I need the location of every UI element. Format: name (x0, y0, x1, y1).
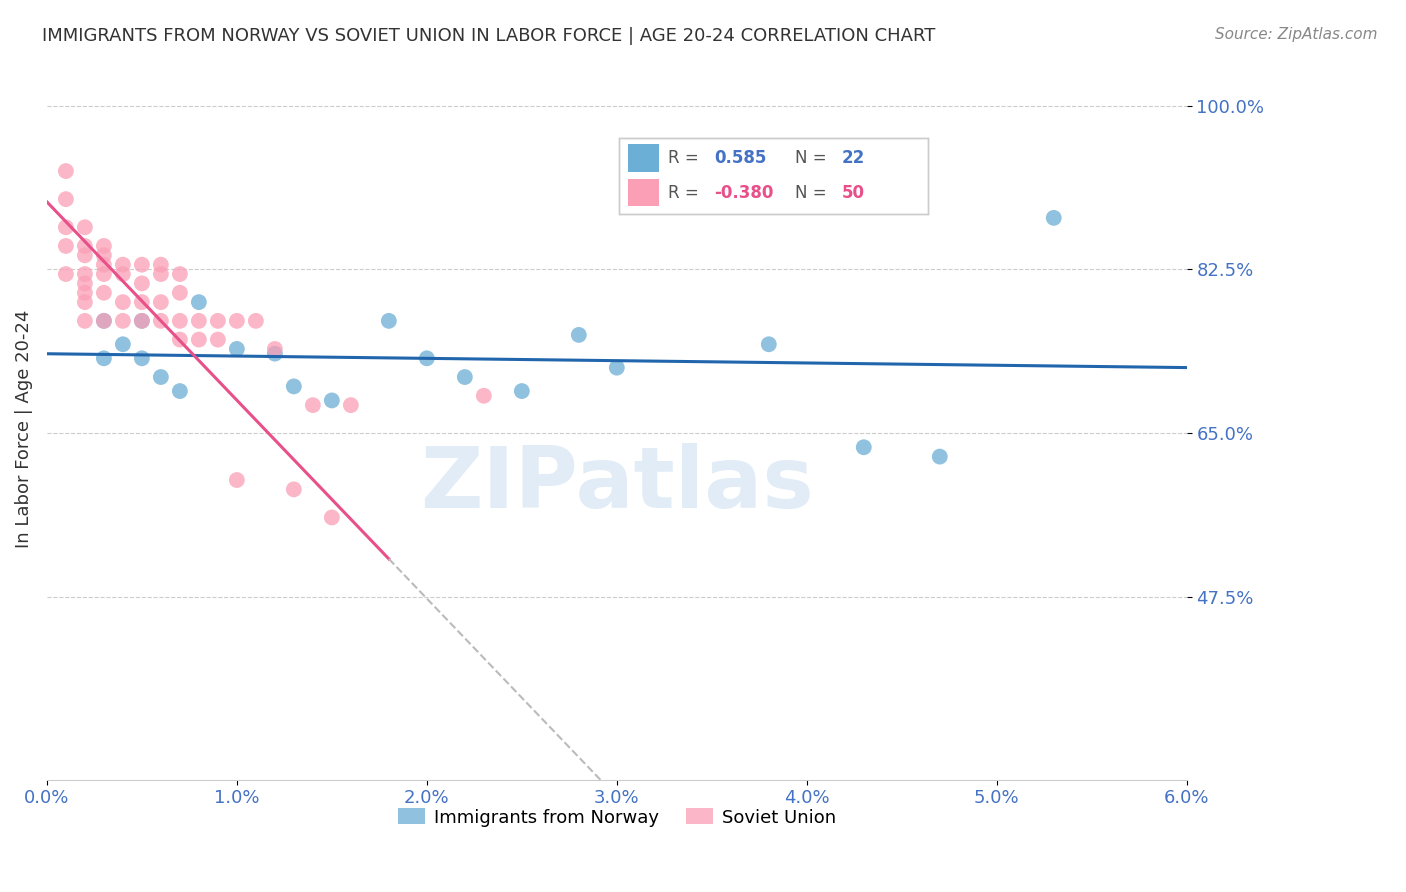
Point (245, 314, 267, 328)
Text: IMMIGRANTS FROM NORWAY VS SOVIET UNION IN LABOR FORCE | AGE 20-24 CORRELATION CH: IMMIGRANTS FROM NORWAY VS SOVIET UNION I… (42, 27, 935, 45)
Point (93, 285, 115, 300)
Point (131, 314, 153, 328)
Point (187, 333, 209, 347)
Point (187, 314, 209, 328)
Point (454, 370, 477, 384)
Point (93, 258, 115, 272)
Point (111, 295, 134, 310)
Text: -0.380: -0.380 (714, 184, 773, 202)
Point (321, 393, 343, 408)
Y-axis label: In Labor Force | Age 20-24: In Labor Force | Age 20-24 (15, 310, 32, 548)
Point (93, 267, 115, 281)
Point (169, 333, 191, 347)
Point (73, 220, 96, 235)
Point (55, 267, 77, 281)
Point (131, 314, 153, 328)
Point (302, 398, 325, 412)
Point (131, 295, 153, 310)
Point (55, 164, 77, 178)
Point (321, 510, 343, 524)
Point (73, 239, 96, 253)
Point (73, 295, 96, 310)
Text: N =: N = (794, 149, 832, 167)
Point (1042, 211, 1064, 225)
Point (131, 258, 153, 272)
Text: N =: N = (794, 184, 832, 202)
Point (149, 295, 172, 310)
Point (73, 285, 96, 300)
Point (510, 384, 533, 398)
Point (928, 450, 950, 464)
Point (169, 267, 191, 281)
Bar (628, 179, 659, 207)
Point (55, 239, 77, 253)
Text: Source: ZipAtlas.com: Source: ZipAtlas.com (1215, 27, 1378, 42)
Point (111, 337, 134, 351)
Point (131, 277, 153, 291)
Point (111, 267, 134, 281)
Point (852, 440, 875, 454)
Point (73, 314, 96, 328)
Point (568, 327, 591, 342)
Text: 50: 50 (841, 184, 865, 202)
Point (149, 267, 172, 281)
Point (93, 314, 115, 328)
Point (93, 314, 115, 328)
Point (187, 295, 209, 310)
Point (225, 314, 247, 328)
Text: ZIPatlas: ZIPatlas (420, 443, 814, 526)
Text: R =: R = (668, 149, 704, 167)
Point (73, 277, 96, 291)
Point (263, 342, 285, 356)
Point (472, 389, 495, 403)
Point (93, 248, 115, 262)
Point (73, 248, 96, 262)
Point (283, 379, 305, 393)
Point (283, 483, 305, 497)
Point (93, 351, 115, 366)
Point (225, 473, 247, 487)
Point (169, 314, 191, 328)
Legend: Immigrants from Norway, Soviet Union: Immigrants from Norway, Soviet Union (391, 801, 844, 834)
Point (73, 267, 96, 281)
Point (55, 192, 77, 206)
Point (111, 314, 134, 328)
Point (606, 360, 628, 375)
Point (169, 285, 191, 300)
Point (225, 342, 247, 356)
Point (111, 258, 134, 272)
Point (378, 314, 401, 328)
Text: R =: R = (668, 184, 704, 202)
Point (207, 333, 229, 347)
Point (149, 370, 172, 384)
Text: 22: 22 (841, 149, 865, 167)
Point (55, 220, 77, 235)
Point (207, 314, 229, 328)
Point (149, 258, 172, 272)
Text: 0.585: 0.585 (714, 149, 766, 167)
Point (169, 384, 191, 398)
Point (131, 351, 153, 366)
Point (416, 351, 439, 366)
Point (93, 239, 115, 253)
Point (263, 346, 285, 360)
Point (758, 337, 780, 351)
Point (340, 398, 363, 412)
Bar (628, 145, 659, 171)
Point (149, 314, 172, 328)
